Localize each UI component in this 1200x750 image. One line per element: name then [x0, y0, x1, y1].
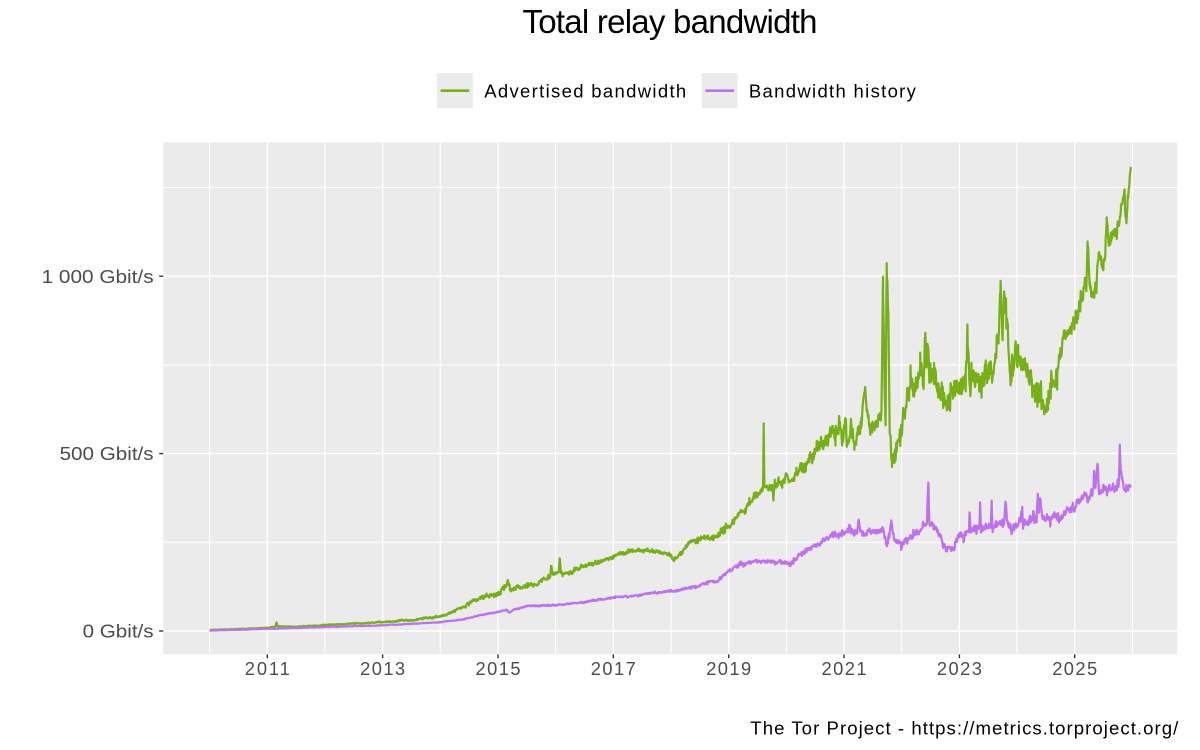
svg-text:Advertised bandwidth: Advertised bandwidth — [484, 80, 686, 101]
svg-text:2017: 2017 — [591, 658, 636, 679]
svg-text:2025: 2025 — [1052, 658, 1097, 679]
svg-text:Total relay bandwidth: Total relay bandwidth — [523, 3, 818, 40]
svg-text:500 Gbit/s: 500 Gbit/s — [60, 443, 154, 464]
svg-text:2015: 2015 — [476, 658, 521, 679]
svg-text:2013: 2013 — [360, 658, 405, 679]
svg-text:0 Gbit/s: 0 Gbit/s — [83, 621, 154, 642]
svg-text:2021: 2021 — [822, 658, 867, 679]
svg-text:Bandwidth history: Bandwidth history — [749, 80, 917, 101]
svg-text:2023: 2023 — [937, 658, 982, 679]
svg-text:1 000 Gbit/s: 1 000 Gbit/s — [42, 266, 154, 287]
svg-text:The Tor Project - https://metr: The Tor Project - https://metrics.torpro… — [750, 717, 1179, 738]
svg-text:2019: 2019 — [706, 658, 751, 679]
